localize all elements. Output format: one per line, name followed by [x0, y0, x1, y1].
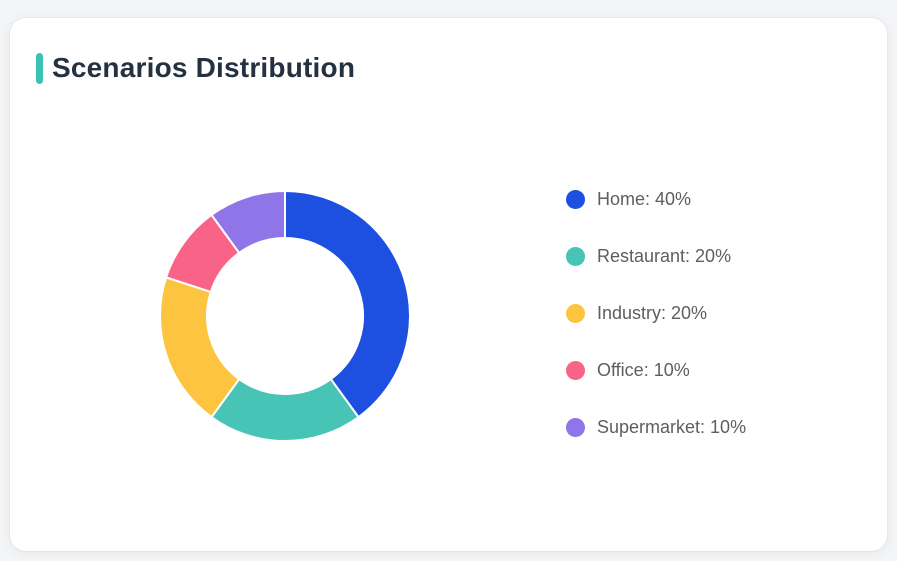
legend-label: Restaurant: 20% [597, 246, 732, 266]
card-title: Scenarios Distribution [52, 52, 356, 83]
legend-color-dot [566, 304, 585, 323]
legend-label: Office: 10% [597, 360, 690, 380]
donut-chart [159, 190, 411, 442]
legend-color-dot [566, 190, 585, 209]
legend-color-dot [566, 418, 585, 437]
legend-item-home[interactable]: Home: 40% [566, 190, 746, 209]
legend-color-dot [566, 247, 585, 266]
donut-chart-container [157, 188, 413, 444]
legend-item-restaurant[interactable]: Restaurant: 20% [566, 247, 746, 266]
legend-label: Home: 40% [597, 189, 692, 209]
card-header: Scenarios Distribution [36, 52, 355, 84]
legend-label: Industry: 20% [597, 303, 708, 323]
scenarios-distribution-card: Scenarios Distribution Home: 40% Restaur… [10, 18, 887, 551]
donut-segment-home[interactable] [284, 190, 411, 419]
legend-item-office[interactable]: Office: 10% [566, 361, 746, 380]
legend-item-industry[interactable]: Industry: 20% [566, 304, 746, 323]
chart-legend: Home: 40% Restaurant: 20% Industry: 20% … [566, 190, 746, 437]
donut-segment-industry[interactable] [159, 276, 241, 419]
legend-label: Supermarket: 10% [597, 417, 747, 437]
legend-item-supermarket[interactable]: Supermarket: 10% [566, 418, 746, 437]
donut-segment-supermarket[interactable] [210, 190, 286, 254]
legend-color-dot [566, 361, 585, 380]
title-accent-bar [36, 52, 43, 84]
